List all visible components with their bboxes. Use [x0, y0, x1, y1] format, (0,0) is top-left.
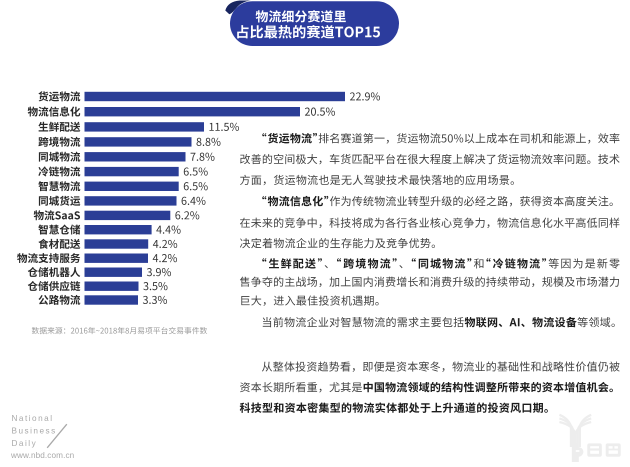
svg-text:National: National [12, 414, 54, 423]
svg-text:Daily: Daily [12, 439, 38, 448]
svg-text:www.nbd.com.cn: www.nbd.com.cn [10, 451, 75, 460]
svg-text:Business: Business [12, 427, 57, 436]
